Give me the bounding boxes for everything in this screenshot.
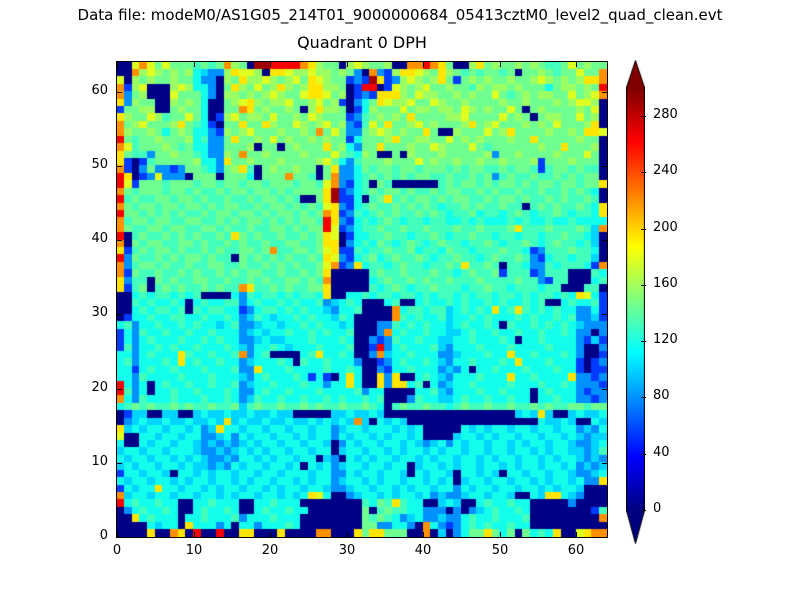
data-file-label: Data file: modeM0/AS1G05_214T01_90000006… (77, 6, 723, 24)
y-axis-tick-label: 0 (99, 528, 108, 543)
y-axis-tick-label: 20 (91, 380, 108, 395)
tick-mark (194, 62, 195, 67)
colorbar-tick-mark (641, 172, 646, 173)
tick-mark (347, 62, 348, 67)
tick-mark (602, 463, 607, 464)
tick-mark (117, 92, 122, 93)
tick-mark (117, 62, 118, 67)
tick-mark (194, 532, 195, 537)
tick-mark (500, 532, 501, 537)
colorbar-tick-mark (641, 397, 646, 398)
tick-mark (117, 537, 122, 538)
tick-mark (602, 314, 607, 315)
tick-mark (602, 166, 607, 167)
y-axis-tick-label: 10 (91, 454, 108, 469)
colorbar-tick-label: 160 (653, 275, 678, 291)
tick-mark (117, 463, 122, 464)
x-axis-tick-label: 10 (185, 543, 203, 558)
heatmap-plot (116, 61, 608, 538)
colorbar-tick-label: 240 (653, 163, 678, 179)
colorbar-tick-label: 80 (653, 388, 670, 404)
tick-mark (270, 532, 271, 537)
colorbar-tick-label: 280 (653, 107, 678, 123)
colorbar-tick-mark (641, 285, 646, 286)
tick-mark (602, 240, 607, 241)
tick-mark (500, 62, 501, 67)
tick-mark (117, 166, 122, 167)
tick-mark (576, 62, 577, 67)
colorbar-tick-mark (641, 341, 646, 342)
x-axis-tick-label: 20 (261, 543, 279, 558)
colorbar-tick-label: 40 (653, 444, 670, 460)
y-axis-tick-label: 60 (91, 83, 108, 98)
tick-mark (423, 62, 424, 67)
y-axis-tick-label: 50 (91, 157, 108, 172)
y-axis-tick-label: 40 (91, 231, 108, 246)
tick-mark (117, 532, 118, 537)
tick-mark (602, 92, 607, 93)
colorbar-tick-label: 120 (653, 332, 678, 348)
y-axis-tick-label: 30 (91, 305, 108, 320)
colorbar-tick-mark (641, 229, 646, 230)
x-axis-tick-label: 50 (491, 543, 509, 558)
tick-mark (347, 532, 348, 537)
colorbar-tick-label: 0 (653, 501, 662, 516)
colorbar-tick-mark (641, 454, 646, 455)
tick-mark (423, 532, 424, 537)
plot-title: Quadrant 0 DPH (297, 33, 427, 52)
tick-mark (576, 532, 577, 537)
x-axis-tick-label: 60 (567, 543, 585, 558)
colorbar-canvas (626, 60, 645, 544)
tick-mark (602, 537, 607, 538)
colorbar-tick-mark (641, 116, 646, 117)
tick-mark (270, 62, 271, 67)
heatmap-canvas (117, 62, 607, 537)
tick-mark (117, 314, 122, 315)
tick-mark (602, 389, 607, 390)
tick-mark (117, 389, 122, 390)
colorbar-tick-mark (641, 510, 646, 511)
x-axis-tick-label: 0 (112, 543, 122, 558)
colorbar-tick-label: 200 (653, 219, 678, 235)
tick-mark (117, 240, 122, 241)
x-axis-tick-label: 40 (414, 543, 432, 558)
x-axis-tick-label: 30 (338, 543, 356, 558)
